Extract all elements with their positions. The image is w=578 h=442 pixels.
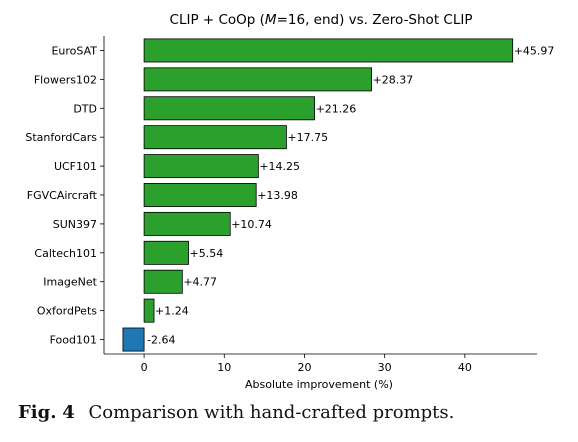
- data-label: +45.97: [514, 44, 555, 57]
- bar-sun397: [143, 211, 231, 236]
- x-tick-label: 20: [297, 361, 311, 374]
- figure-caption-text: Comparison with hand-crafted prompts.: [88, 402, 455, 423]
- data-label: +5.54: [190, 247, 224, 260]
- data-label: +1.24: [155, 305, 189, 318]
- y-tick-label: Flowers102: [34, 73, 97, 86]
- y-tick-label: Food101: [50, 334, 97, 347]
- x-tick-label: 0: [141, 361, 148, 374]
- data-label: +4.77: [183, 276, 217, 289]
- y-tick-label: FGVCAircraft: [27, 189, 98, 202]
- chart-title: CLIP + CoOp (M=16, end) vs. Zero-Shot CL…: [170, 12, 473, 28]
- y-tick-label: OxfordPets: [37, 305, 97, 318]
- bar-chart: CLIP + CoOp (M=16, end) vs. Zero-Shot CL…: [25, 12, 555, 391]
- bar-dtd: [143, 96, 315, 121]
- x-tick-label: 10: [217, 361, 231, 374]
- y-tick-label: StanfordCars: [25, 131, 97, 144]
- y-tick-label: ImageNet: [43, 276, 97, 289]
- data-label: +10.74: [231, 218, 272, 231]
- data-label: +14.25: [259, 160, 300, 173]
- bar-stanfordcars: [143, 125, 287, 150]
- bar-flowers102: [143, 67, 372, 92]
- data-label: +17.75: [287, 131, 328, 144]
- data-label: +28.37: [373, 73, 414, 86]
- y-tick-label: DTD: [73, 102, 97, 115]
- x-tick-label: 40: [458, 361, 472, 374]
- y-tick-label: EuroSAT: [51, 44, 97, 57]
- bar-oxfordpets: [143, 298, 155, 323]
- bar-eurosat: [143, 38, 514, 63]
- x-axis-label: Absolute improvement (%): [245, 378, 393, 391]
- bar-food101: [122, 327, 145, 352]
- y-tick-label: Caltech101: [34, 247, 97, 260]
- data-label: +13.98: [257, 189, 298, 202]
- x-tick-label: 30: [378, 361, 392, 374]
- y-tick-label: UCF101: [54, 160, 97, 173]
- figure-number: 4: [62, 402, 75, 423]
- figure-label: Fig.: [18, 402, 57, 423]
- y-tick-label: SUN397: [53, 218, 97, 231]
- bar-fgvcaircraft: [143, 183, 257, 207]
- bar-ucf101: [143, 154, 259, 179]
- bar-caltech101: [143, 240, 189, 265]
- data-label: +21.26: [316, 102, 357, 115]
- figure-caption: Fig. 4 Comparison with hand-crafted prom…: [18, 402, 454, 423]
- bar-imagenet: [143, 269, 183, 294]
- data-label: -2.64: [147, 334, 175, 347]
